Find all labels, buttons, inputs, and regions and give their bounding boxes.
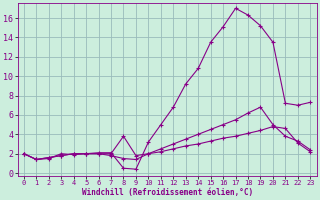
X-axis label: Windchill (Refroidissement éolien,°C): Windchill (Refroidissement éolien,°C): [82, 188, 253, 197]
